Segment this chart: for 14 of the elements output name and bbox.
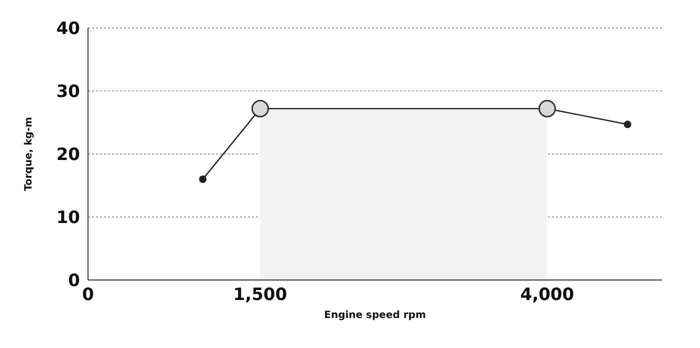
y-tick-label: 40 (56, 19, 80, 40)
y-tick-label: 10 (56, 208, 80, 228)
point (624, 120, 632, 128)
x-tick-label: 0 (82, 285, 94, 306)
x-tick-label: 1,500 (233, 285, 288, 306)
x-tick-label: 4,000 (520, 285, 574, 306)
y-tick-label: 0 (68, 271, 80, 292)
y-axis-title: Torque, kg-m (24, 116, 35, 192)
x-axis-title: Engine speed rpm (324, 310, 426, 321)
y-tick-label: 20 (56, 145, 80, 166)
point (538, 100, 556, 118)
point (251, 100, 269, 118)
point (199, 175, 207, 183)
y-tick-label: 30 (56, 82, 80, 102)
